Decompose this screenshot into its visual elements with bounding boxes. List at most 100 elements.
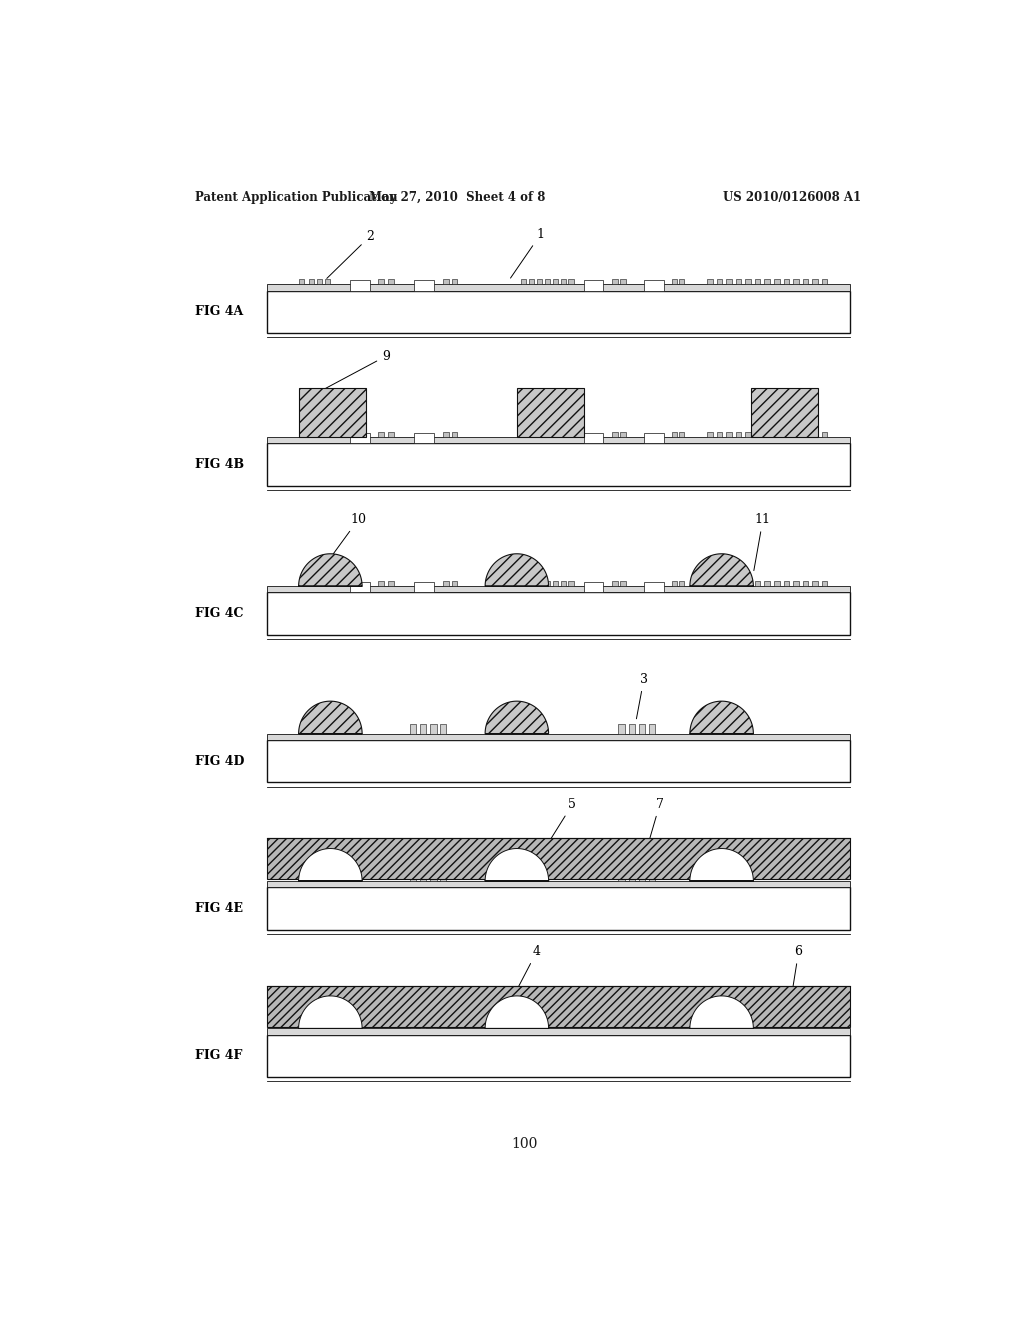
Bar	[443, 280, 449, 284]
Bar	[639, 871, 645, 880]
Bar	[267, 284, 850, 290]
Text: FIG 4D: FIG 4D	[196, 755, 245, 768]
Bar	[537, 581, 543, 586]
Bar	[316, 280, 323, 284]
Bar	[618, 1018, 625, 1028]
Bar	[736, 432, 741, 437]
Text: 6: 6	[791, 945, 803, 1003]
Bar	[309, 432, 314, 437]
Bar	[584, 582, 603, 593]
Bar	[726, 432, 732, 437]
Bar	[414, 280, 433, 290]
Bar	[452, 280, 458, 284]
Bar	[387, 581, 394, 586]
Polygon shape	[690, 701, 754, 734]
Bar	[620, 581, 626, 586]
Bar	[553, 581, 558, 586]
Bar	[717, 280, 722, 284]
Bar	[267, 739, 850, 783]
Polygon shape	[690, 849, 754, 880]
Bar	[765, 581, 770, 586]
Text: FIG 4A: FIG 4A	[196, 305, 244, 318]
Polygon shape	[299, 995, 362, 1028]
Bar	[679, 280, 684, 284]
Bar	[774, 280, 779, 284]
Text: 5: 5	[550, 797, 577, 840]
Bar	[309, 581, 314, 586]
Bar	[443, 581, 449, 586]
Bar	[560, 280, 566, 284]
Bar	[568, 432, 574, 437]
Bar	[350, 280, 370, 290]
Bar	[644, 433, 664, 444]
Bar	[267, 986, 850, 1027]
Bar	[350, 433, 370, 444]
Bar	[644, 582, 664, 593]
Bar	[267, 734, 850, 739]
Bar	[521, 280, 526, 284]
Bar	[430, 1018, 436, 1028]
Polygon shape	[485, 849, 549, 880]
Bar	[420, 1018, 426, 1028]
Bar	[679, 581, 684, 586]
Bar	[755, 432, 761, 437]
Text: 1: 1	[511, 227, 545, 279]
Bar	[708, 280, 713, 284]
Bar	[267, 437, 850, 444]
Bar	[387, 280, 394, 284]
Bar	[267, 290, 850, 333]
Bar	[267, 1028, 850, 1035]
Bar	[553, 432, 558, 437]
Bar	[299, 581, 304, 586]
Bar	[620, 280, 626, 284]
Bar	[783, 280, 790, 284]
Text: 9: 9	[321, 350, 390, 391]
Bar	[267, 838, 850, 879]
Bar	[612, 432, 617, 437]
Bar	[812, 581, 817, 586]
Bar	[378, 432, 384, 437]
Bar	[560, 432, 566, 437]
Bar	[648, 1018, 655, 1028]
Polygon shape	[690, 849, 754, 880]
Bar	[765, 280, 770, 284]
Bar	[629, 871, 635, 880]
Bar	[745, 581, 751, 586]
Bar	[521, 432, 526, 437]
Bar	[618, 723, 625, 734]
Polygon shape	[485, 849, 549, 880]
Text: 7: 7	[645, 797, 664, 857]
Bar	[612, 280, 617, 284]
Bar	[717, 432, 722, 437]
Polygon shape	[485, 554, 549, 586]
Bar	[452, 432, 458, 437]
Bar	[267, 593, 850, 635]
Bar	[812, 280, 817, 284]
Text: 100: 100	[512, 1138, 538, 1151]
Bar	[350, 582, 370, 593]
Bar	[774, 581, 779, 586]
Bar	[639, 723, 645, 734]
Bar	[644, 280, 664, 290]
Bar	[629, 1018, 635, 1028]
Bar	[821, 432, 827, 437]
Bar	[299, 432, 304, 437]
Polygon shape	[485, 995, 549, 1028]
Bar	[440, 871, 446, 880]
Bar	[612, 581, 617, 586]
Bar	[309, 280, 314, 284]
Bar	[410, 723, 416, 734]
Bar	[708, 581, 713, 586]
Bar	[267, 887, 850, 929]
Bar	[378, 581, 384, 586]
Bar	[679, 432, 684, 437]
Bar	[648, 723, 655, 734]
Bar	[387, 432, 394, 437]
Bar	[316, 581, 323, 586]
Bar	[755, 581, 761, 586]
Bar	[629, 723, 635, 734]
Bar	[751, 388, 818, 437]
Bar	[783, 432, 790, 437]
Bar	[430, 723, 436, 734]
Bar	[410, 871, 416, 880]
